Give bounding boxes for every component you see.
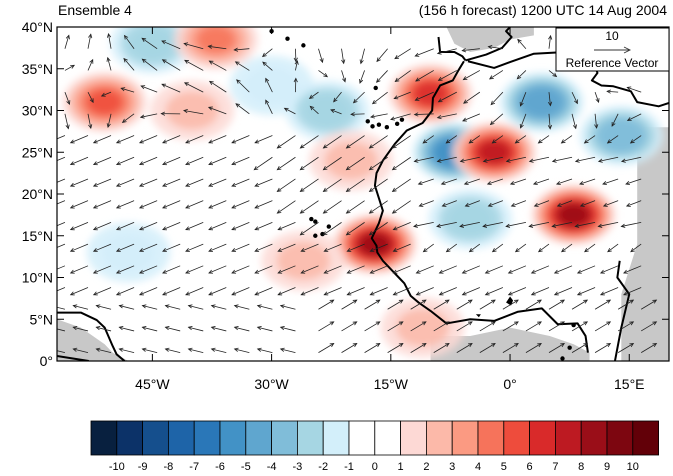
colorbar-box (555, 421, 581, 455)
island-mark (395, 122, 399, 126)
colorbar-label: -7 (189, 461, 199, 471)
colorbar-label: -4 (267, 461, 277, 471)
anomaly-mark (277, 242, 330, 280)
island-mark (560, 356, 564, 360)
colorbar-box (323, 421, 349, 455)
colorbar-label: -8 (164, 461, 174, 471)
lat-tick-label: 15°N (22, 228, 53, 244)
colorbar-box (401, 421, 427, 455)
colorbar-box (478, 421, 504, 455)
colorbar-box (272, 421, 298, 455)
colorbar-label: -5 (241, 461, 251, 471)
island-mark (571, 323, 575, 327)
lon-tick-label: 45°W (135, 376, 170, 392)
colorbar-label: 0 (372, 461, 378, 471)
colorbar-box (143, 421, 169, 455)
lat-tick-label: 30°N (22, 103, 53, 119)
colorbar-box (349, 421, 375, 455)
anomaly-mark (102, 233, 155, 271)
colorbar-box (246, 421, 272, 455)
lat-tick-label: 0° (40, 353, 53, 369)
anomaly-mark (166, 92, 219, 130)
lon-tick-label: 30°W (254, 376, 289, 392)
colorbar-label: 1 (398, 461, 404, 471)
island-mark (370, 124, 374, 128)
island-mark (301, 43, 305, 47)
colorbar-label: 5 (501, 461, 507, 471)
colorbar-label: -10 (109, 461, 125, 471)
colorbar-label: 6 (527, 461, 533, 471)
colorbar-box (426, 421, 452, 455)
reference-vector-box: 10 Reference Vector (556, 28, 669, 71)
anomaly-mark (559, 204, 589, 226)
island-mark (309, 217, 313, 221)
colorbar-box (452, 421, 478, 455)
map-panel: 45°W 30°W 15°W 0° 15°E 0° 5°N 10°N 15°N 20°N 25°N 3… (0, 0, 673, 400)
anomaly-mark (396, 309, 449, 347)
island-mark (400, 117, 404, 121)
colorbar-box (581, 421, 607, 455)
colorbar-label: 10 (627, 461, 639, 471)
colorbar-label: -2 (318, 461, 328, 471)
colorbar-label: 8 (578, 461, 584, 471)
anomaly-mark (479, 141, 510, 163)
lat-tick-label: 25°N (22, 144, 53, 160)
colorbar-label: -9 (138, 461, 148, 471)
reference-vector-label: Reference Vector (566, 56, 659, 70)
anomaly-mark (524, 90, 559, 115)
lat-tick-label: 40°N (22, 19, 53, 35)
anomaly-mark (602, 122, 640, 149)
colorbar-box (297, 421, 323, 455)
island-mark (327, 224, 331, 228)
colorbar-box (220, 421, 246, 455)
lat-tick-label: 5°N (30, 311, 54, 327)
anomaly-mark (449, 204, 492, 235)
colorbar-label: 9 (604, 461, 610, 471)
colorbar-label: 2 (423, 461, 429, 471)
lon-tick-label: 15°W (374, 376, 409, 392)
colorbar-label: 7 (552, 461, 558, 471)
colorbar-box (504, 421, 530, 455)
colorbar-box (117, 421, 143, 455)
lat-tick-label: 10°N (22, 270, 53, 286)
colorbar-label: -1 (344, 461, 354, 471)
colorbar-box (168, 421, 194, 455)
lat-tick-label: 35°N (22, 61, 53, 77)
island-mark (313, 234, 317, 238)
colorbar-label: 3 (449, 461, 455, 471)
colorbar-label: -3 (293, 461, 303, 471)
colorbar-label: 4 (475, 461, 481, 471)
lon-tick-label: 15°E (614, 376, 645, 392)
map-svg: 45°W 30°W 15°W 0° 15°E 0° 5°N 10°N 15°N 20°N 25°N 3… (0, 0, 673, 400)
island-mark (285, 36, 289, 40)
colorbar-box (633, 421, 659, 455)
colorbar-box (91, 421, 117, 455)
colorbar-box (607, 421, 633, 455)
colorbar-box (194, 421, 220, 455)
colorbar-box (375, 421, 401, 455)
lon-tick-label: 0° (503, 376, 516, 392)
reference-vector-magnitude: 10 (605, 29, 619, 43)
island-mark (366, 119, 370, 123)
colorbar-box (530, 421, 556, 455)
island-mark (374, 86, 378, 90)
lat-tick-label: 20°N (22, 186, 53, 202)
anomaly-mark (306, 95, 349, 126)
island-mark (385, 125, 389, 129)
island-mark (377, 122, 381, 126)
colorbar-label: -6 (215, 461, 225, 471)
island-mark (567, 345, 571, 349)
